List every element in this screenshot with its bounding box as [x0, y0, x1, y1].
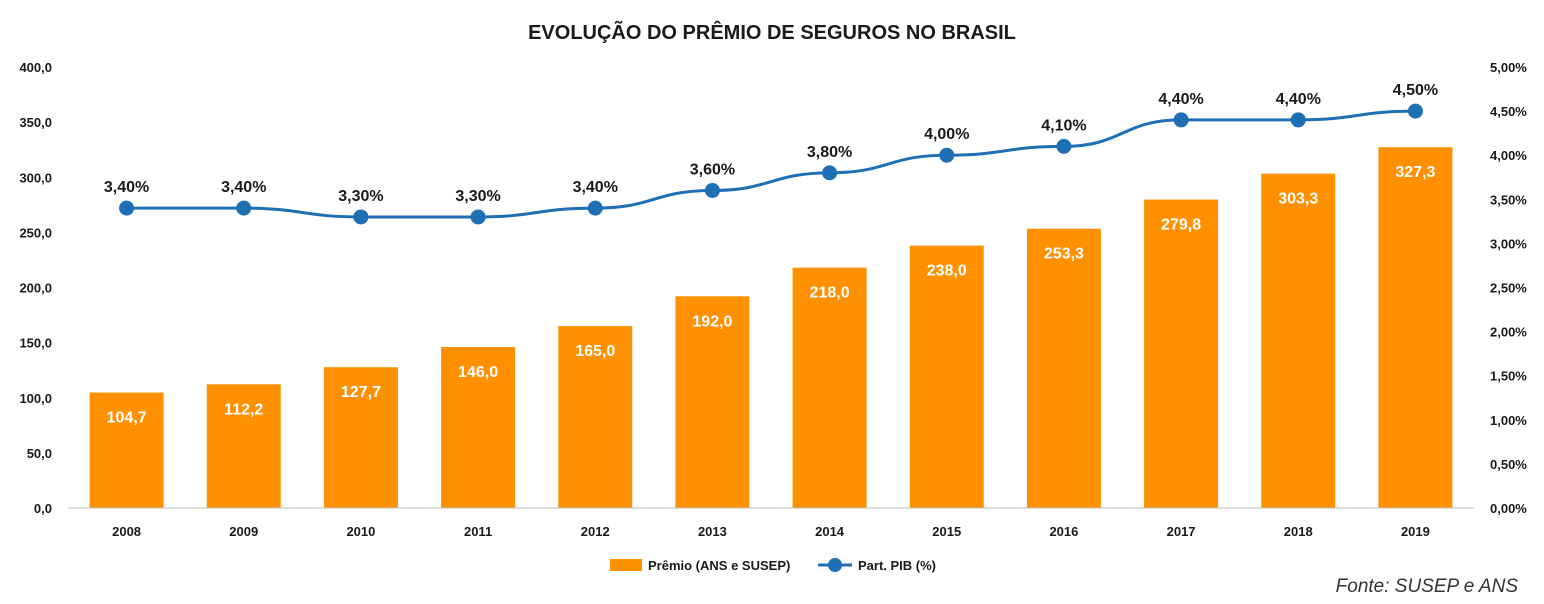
line-point-2010	[353, 209, 369, 225]
bar-2017	[1144, 199, 1219, 508]
line-label-2008: 3,40%	[104, 179, 149, 196]
line-label-2017: 4,40%	[1158, 91, 1203, 108]
x-tick-label: 2009	[229, 524, 258, 539]
line-label-2019: 4,50%	[1393, 82, 1438, 99]
line-point-2014	[822, 165, 838, 181]
x-tick-label: 2016	[1049, 524, 1078, 539]
bar-label-2016: 253,3	[1044, 246, 1084, 263]
y-right-tick-label: 2,50%	[1490, 281, 1527, 296]
x-tick-label: 2008	[112, 524, 141, 539]
y-left-tick-label: 0,0	[34, 501, 52, 516]
y-left-tick-label: 250,0	[19, 225, 52, 240]
line-label-2010: 3,30%	[338, 188, 383, 205]
bar-2008	[89, 392, 164, 508]
bar-series: 104,7 112,2 127,7 146,0 165,0 192,0 218,0 238,0…	[89, 147, 1453, 509]
line-path	[126, 109, 1416, 219]
line-label-2014: 3,80%	[807, 144, 852, 161]
y-right-tick-label: 1,50%	[1490, 369, 1527, 384]
bar-label-2013: 192,0	[692, 313, 732, 330]
bar-label-2018: 303,3	[1278, 191, 1318, 208]
x-tick-label: 2015	[932, 524, 961, 539]
y-right-tick-label: 4,00%	[1490, 148, 1527, 163]
legend: Prêmio (ANS e SUSEP) Part. PIB (%)	[610, 558, 936, 573]
bar-label-2017: 279,8	[1161, 217, 1201, 234]
line-point-2012	[587, 200, 603, 216]
bar-label-2008: 104,7	[107, 410, 147, 427]
bar-2019	[1378, 147, 1453, 509]
right-axis: 0,00% 0,50% 1,00% 1,50% 2,00% 2,50% 3,00% 3,50%…	[1490, 60, 1527, 516]
line-label-2013: 3,60%	[690, 161, 735, 178]
line-point-2016	[1056, 138, 1072, 154]
source-note: Fonte: SUSEP e ANS	[1336, 576, 1519, 597]
line-point-2008	[119, 200, 135, 216]
x-tick-label: 2010	[346, 524, 375, 539]
y-right-tick-label: 3,50%	[1490, 192, 1527, 207]
x-tick-label: 2017	[1167, 524, 1196, 539]
y-right-tick-label: 3,00%	[1490, 236, 1527, 251]
line-point-2019	[1407, 103, 1423, 119]
x-tick-label: 2014	[815, 524, 845, 539]
y-left-tick-label: 150,0	[19, 336, 52, 351]
line-label-2009: 3,40%	[221, 179, 266, 196]
y-left-tick-label: 300,0	[19, 170, 52, 185]
x-tick-label: 2018	[1284, 524, 1313, 539]
line-label-2011: 3,30%	[455, 188, 500, 205]
bar-label-2014: 218,0	[810, 285, 850, 302]
bar-label-2019: 327,3	[1395, 164, 1435, 181]
y-left-tick-label: 200,0	[19, 281, 52, 296]
y-left-tick-label: 350,0	[19, 115, 52, 130]
line-label-2016: 4,10%	[1041, 117, 1086, 134]
y-right-tick-label: 5,00%	[1490, 60, 1527, 75]
y-right-tick-label: 0,00%	[1490, 501, 1527, 516]
line-point-2013	[704, 182, 720, 198]
bar-2011	[441, 347, 516, 508]
y-right-tick-label: 2,00%	[1490, 325, 1527, 340]
bar-2015	[909, 245, 984, 509]
bar-label-2012: 165,0	[575, 343, 615, 360]
x-tick-label: 2013	[698, 524, 727, 539]
legend-line-label: Part. PIB (%)	[858, 558, 936, 573]
bar-2018	[1261, 173, 1336, 508]
bar-label-2011: 146,0	[458, 364, 498, 381]
bar-2014	[792, 267, 867, 508]
line-point-2017	[1173, 112, 1189, 128]
bar-2010	[323, 367, 398, 508]
y-right-tick-label: 4,50%	[1490, 104, 1527, 119]
left-axis: 0,0 50,0 100,0 150,0 200,0 250,0 300,0 350,0 400…	[19, 60, 52, 516]
line-label-2015: 4,00%	[924, 126, 969, 143]
y-right-tick-label: 0,50%	[1490, 457, 1527, 472]
legend-bar-label: Prêmio (ANS e SUSEP)	[648, 558, 790, 573]
bar-2013	[675, 296, 750, 508]
line-label-2012: 3,40%	[573, 179, 618, 196]
bar-2012	[558, 326, 633, 508]
line-point-2009	[236, 200, 252, 216]
x-tick-label: 2012	[581, 524, 610, 539]
y-left-tick-label: 50,0	[27, 446, 52, 461]
bar-2016	[1026, 228, 1101, 508]
legend-bar-swatch	[610, 559, 642, 571]
line-series: 3,40% 3,40% 3,30% 3,30% 3,40% 3,60% 3,80% 4,00%…	[104, 82, 1438, 225]
line-label-2018: 4,40%	[1276, 91, 1321, 108]
bar-2009	[206, 384, 281, 508]
bar-label-2015: 238,0	[927, 263, 967, 280]
line-point-2011	[470, 209, 486, 225]
chart-title: EVOLUÇÃO DO PRÊMIO DE SEGUROS NO BRASIL	[528, 20, 1016, 44]
y-left-tick-label: 100,0	[19, 391, 52, 406]
line-point-2018	[1290, 112, 1306, 128]
y-left-tick-label: 400,0	[19, 60, 52, 75]
line-point-2015	[939, 147, 955, 163]
bar-label-2010: 127,7	[341, 384, 381, 401]
x-tick-label: 2019	[1401, 524, 1430, 539]
x-tick-label: 2011	[464, 524, 492, 539]
bar-label-2009: 112,2	[224, 401, 263, 418]
x-axis: 2008 2009 2010 2011 2012 2013 2014 2015 2016 2017…	[68, 507, 1474, 539]
legend-line-marker	[828, 558, 842, 572]
y-right-tick-label: 1,00%	[1490, 413, 1527, 428]
